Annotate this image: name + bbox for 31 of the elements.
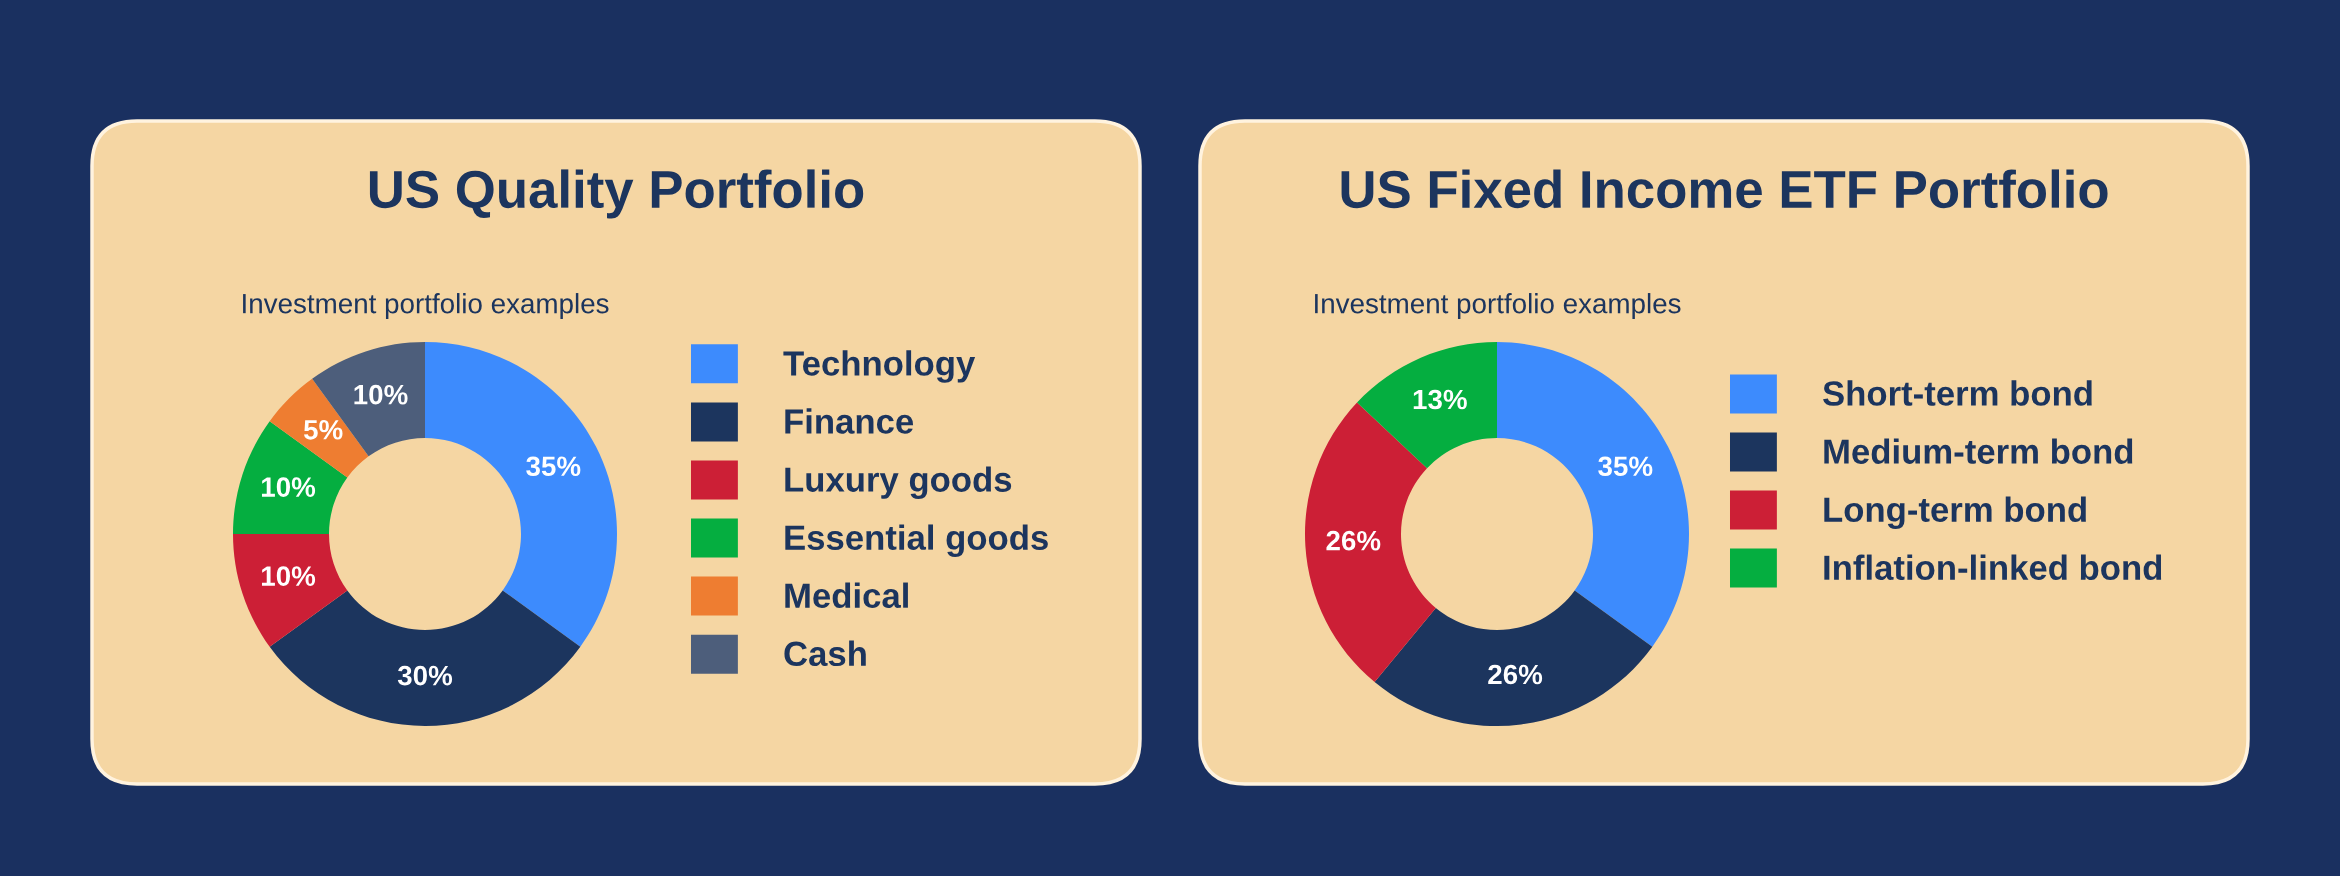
- legend-label: Essential goods: [785, 524, 1048, 557]
- donut-slice: [1497, 342, 1689, 647]
- legend-label: Medium-term bond: [1824, 438, 2133, 464]
- legend-label: Long-term bond: [1824, 496, 2086, 529]
- chart-subtitle: Investment portfolio examples: [243, 293, 609, 319]
- legend-label: Finance: [785, 408, 914, 434]
- legend-label: Short-term bond: [1823, 380, 2092, 406]
- chart-subtitle: Investment portfolio examples: [1315, 293, 1681, 319]
- data-label: 30%: [397, 665, 453, 686]
- legend-label: Medical: [785, 582, 908, 609]
- data-label: 10%: [262, 477, 316, 497]
- chart-title: US Quality Portfolio: [369, 169, 864, 219]
- chart-title: US Fixed Income ETF Portfolio: [1341, 169, 2108, 209]
- donut-slice: [269, 590, 581, 726]
- legend-label: Technology: [783, 350, 976, 383]
- data-label: 5%: [303, 420, 343, 440]
- legend-label: Cash: [784, 640, 866, 667]
- data-label: 13%: [1413, 389, 1467, 410]
- data-label: 10%: [354, 384, 408, 405]
- data-label: 26%: [1326, 530, 1381, 551]
- data-label: 35%: [1598, 456, 1653, 477]
- legend-label: Luxury goods: [785, 466, 1012, 499]
- donut-slice: [1357, 342, 1497, 469]
- donut-slice: [233, 421, 348, 534]
- donut-slice: [1374, 590, 1653, 726]
- donut-slice: [233, 534, 348, 647]
- legend-label: Inflation-linked bond: [1824, 554, 2162, 581]
- data-label: 10%: [262, 566, 316, 586]
- data-label: 35%: [526, 456, 581, 477]
- data-label: 26%: [1488, 664, 1543, 685]
- donut-slice: [425, 342, 617, 647]
